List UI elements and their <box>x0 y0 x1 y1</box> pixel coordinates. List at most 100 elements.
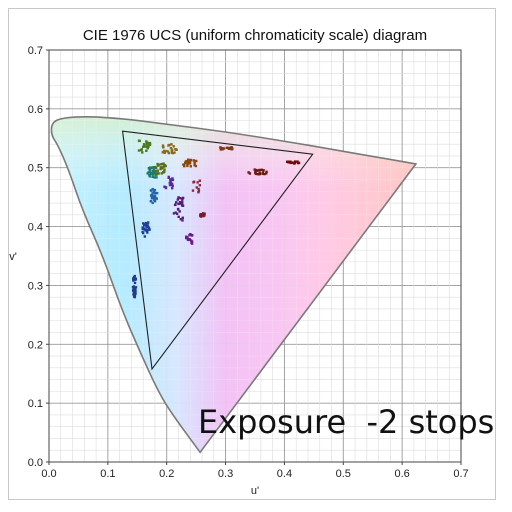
data-point <box>151 192 154 195</box>
data-point <box>154 169 157 173</box>
x-tick-label: 0.5 <box>336 468 351 480</box>
data-point <box>181 216 184 219</box>
data-point <box>143 235 146 238</box>
data-point <box>196 181 199 184</box>
chart-title: CIE 1976 UCS (uniform chromaticity scale… <box>83 27 427 44</box>
data-point <box>151 169 155 173</box>
plot-border <box>48 49 462 463</box>
data-point <box>181 204 185 207</box>
data-point <box>146 231 149 234</box>
data-point <box>169 147 173 150</box>
data-point <box>153 198 156 202</box>
data-point <box>174 211 177 214</box>
data-point <box>201 212 205 215</box>
data-point <box>168 183 172 187</box>
exposure-overlay-text: Exposure -2 stops <box>198 403 494 441</box>
data-point <box>178 201 182 204</box>
data-point <box>296 161 300 165</box>
data-point <box>165 149 168 153</box>
data-point <box>258 168 261 172</box>
data-point <box>153 171 156 174</box>
data-point <box>169 178 172 181</box>
x-tick-label: 0.1 <box>100 468 115 480</box>
data-point <box>134 286 138 289</box>
data-point <box>145 223 148 226</box>
data-point <box>188 160 192 164</box>
data-point <box>162 145 165 149</box>
data-point <box>177 202 180 206</box>
data-point <box>168 181 171 184</box>
data-point <box>192 180 196 183</box>
data-point <box>162 165 166 168</box>
data-point <box>190 240 194 243</box>
data-point <box>133 295 137 299</box>
data-point <box>265 170 268 173</box>
data-point <box>146 172 149 175</box>
data-point <box>133 281 137 285</box>
data-point <box>152 167 155 170</box>
data-point <box>159 167 162 171</box>
y-tick-label: 0.1 <box>28 398 43 410</box>
data-point <box>170 149 173 153</box>
x-tick-label: 0.4 <box>277 468 292 480</box>
data-point <box>148 171 152 174</box>
data-point <box>222 147 226 150</box>
data-point <box>146 144 150 147</box>
data-point <box>289 161 292 165</box>
data-point <box>296 160 299 163</box>
data-point <box>161 151 164 154</box>
data-point <box>138 139 141 143</box>
data-point <box>263 172 266 176</box>
data-point <box>170 143 173 146</box>
y-tick-label: 0.4 <box>28 222 43 234</box>
data-point <box>179 218 182 221</box>
data-point <box>183 165 186 168</box>
data-point <box>149 189 153 192</box>
data-point <box>189 165 192 168</box>
data-point <box>145 145 148 148</box>
data-point <box>150 195 153 198</box>
data-point <box>195 159 198 163</box>
data-point <box>176 207 180 211</box>
data-point <box>188 162 192 165</box>
data-point <box>186 238 190 241</box>
data-point <box>140 148 143 151</box>
data-point <box>145 149 148 152</box>
data-point <box>151 175 154 178</box>
data-point <box>150 172 153 175</box>
data-point <box>170 151 174 154</box>
data-point <box>185 159 188 163</box>
data-point <box>144 221 148 225</box>
data-point <box>260 168 263 171</box>
data-point <box>142 222 145 225</box>
data-point <box>192 159 196 162</box>
data-point <box>175 201 178 204</box>
data-point <box>141 230 144 234</box>
y-tick-label: 0.6 <box>28 104 43 116</box>
x-tick-label: 0.3 <box>218 468 233 480</box>
data-point <box>230 146 233 149</box>
x-tick-label: 0.0 <box>41 468 56 480</box>
y-axis-label: v' <box>9 251 17 263</box>
data-point <box>227 146 231 150</box>
data-point <box>154 165 157 169</box>
data-point <box>147 225 150 229</box>
data-point <box>286 160 289 164</box>
data-point <box>144 229 147 232</box>
data-point <box>179 202 182 205</box>
data-point <box>163 168 166 171</box>
data-point <box>167 151 171 155</box>
data-point <box>172 212 176 215</box>
data-point <box>146 147 149 150</box>
data-point <box>154 191 157 195</box>
data-point <box>159 163 163 166</box>
data-point <box>191 189 195 192</box>
data-point <box>152 190 156 193</box>
data-point <box>137 149 141 152</box>
spectral-locus <box>50 116 418 454</box>
data-point <box>176 198 179 201</box>
data-point <box>157 172 160 175</box>
data-point <box>293 160 297 163</box>
data-point <box>155 191 159 195</box>
